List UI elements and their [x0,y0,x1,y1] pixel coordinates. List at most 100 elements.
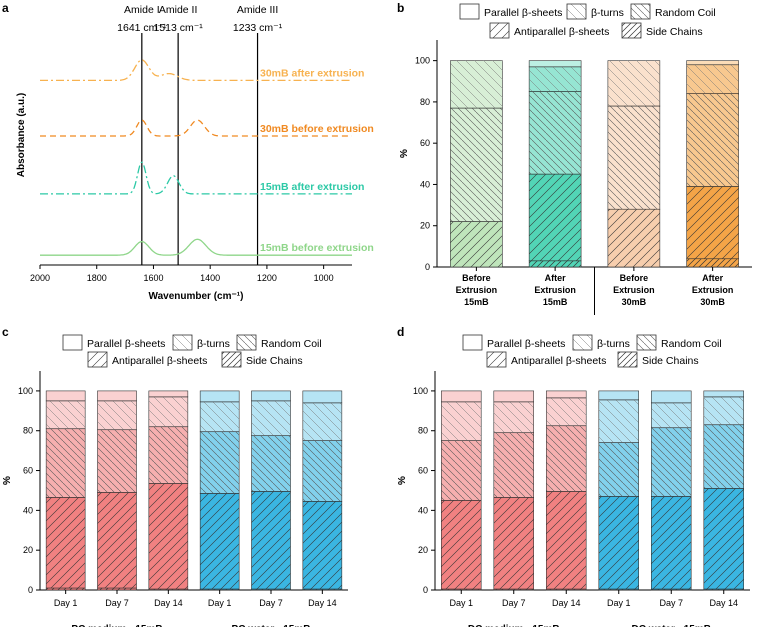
legend-label-antiparallel: Antiparallel β-sheets [112,355,207,367]
bar-hatch-beta-turns [46,400,86,429]
legend-label-turns: β-turns [591,7,624,19]
bar-hatch-side-chains [441,589,482,590]
legend-swatch-random [636,334,657,351]
y-tick-label: 80 [418,426,428,436]
y-tick-label: 40 [420,179,430,189]
x-category-label: Day 14 [308,598,337,608]
bar-hatch-beta-turns [97,400,137,430]
legend-label-random: Random Coil [261,338,322,350]
bar-segment-parallel [703,390,744,398]
amide-name: Amide II [159,4,198,16]
y-tick-label: 0 [423,585,428,595]
amide-wavenumber: 1233 cm⁻¹ [233,22,283,34]
panel-b-stacked-bars: Parallel β-sheets β-turns Random Coil An… [399,3,752,315]
bar-hatch-side-chains [703,589,744,590]
legend-label-random: Random Coil [661,338,722,350]
y-tick-label: 60 [23,466,33,476]
legend-swatch-side [221,351,242,368]
bar-segment-parallel [199,390,240,403]
panel-label-a: a [2,1,9,15]
bar-hatch-random-coil [200,431,240,494]
bar-segment-parallel [440,390,482,403]
legend-label-parallel: Parallel β-sheets [87,338,165,350]
legend-label-turns: β-turns [197,338,230,350]
x-category-label: After [545,273,566,283]
x-category-label: Before [620,273,649,283]
x-category-label: 30mB [700,297,725,307]
bar-hatch-antiparallel [251,491,291,590]
legend-swatch-side [621,22,642,39]
x-axis-label: Wavenumber (cm⁻¹) [149,291,244,302]
legend-swatch-random [236,334,257,351]
legend-swatch-random [630,3,651,20]
legend-label-parallel: Parallel β-sheets [487,338,565,350]
x-category-label: 15mB [543,297,568,307]
spectrum-trace [40,59,352,82]
bar-hatch-side-chains [148,589,188,590]
spectra-labels: 30mB after extrusion 30mB before extrusio… [260,67,374,254]
legend-swatch-turns [172,334,193,351]
y-tick-label: 80 [420,97,430,107]
bar-segment-parallel [545,390,587,399]
bar-hatch-random-coil [441,440,482,501]
panel-label-d: d [397,325,404,339]
legend-swatch-antiparallel [486,351,507,368]
bar-hatch-random-coil [97,429,137,493]
legend-swatch-parallel [459,3,480,20]
bar-hatch-antiparallel [450,221,503,267]
bar-hatch-beta-turns [651,402,692,428]
panel-label-c: c [2,325,9,339]
legend-swatch-antiparallel [87,351,108,368]
y-tick-label: 100 [18,386,33,396]
x-axis-ticks: 2000 1800 1600 1400 1200 1000 [30,265,334,283]
y-tick-label: 20 [23,545,33,555]
bar-hatch-side-chains [302,589,342,590]
bar-segment-parallel [302,390,343,404]
legend-label-antiparallel: Antiparallel β-sheets [511,355,606,367]
y-tick-label: 60 [418,466,428,476]
spectra-traces [40,59,352,256]
bar-hatch-antiparallel [200,493,240,590]
bar-hatch-antiparallel [529,174,582,261]
amide-name: Amide III [237,4,278,16]
x-category-label: Day 1 [449,598,473,608]
x-category-label: Extrusion [534,285,576,295]
bar-hatch-beta-turns [302,402,342,441]
legend-label-side: Side Chains [646,26,703,38]
x-category-label: Day 7 [259,598,283,608]
bar-hatch-beta-turns [441,401,482,441]
bar-hatch-beta-turns [200,401,240,432]
bar-hatch-side-chains [598,589,639,590]
legend-swatch-turns [572,334,593,351]
x-category-label: Extrusion [456,285,498,295]
y-tick-label: 80 [23,426,33,436]
group-label: PC water - 15mB [232,624,311,627]
bar-hatch-antiparallel [441,500,482,590]
legend-swatch-antiparallel [489,22,510,39]
bar-hatch-side-chains [251,589,291,590]
y-tick-label: 40 [418,505,428,515]
amide-lines [141,33,259,265]
x-category-label: 15mB [464,297,489,307]
bar-segment-parallel [650,390,692,404]
bar-hatch-random-coil [598,442,639,497]
amide-wavenumber: 1641 cm⁻¹ [117,22,167,34]
bar-hatch-beta-turns [251,400,291,436]
bar-hatch-beta-turns [607,60,660,107]
legend-swatch-side [617,351,638,368]
spectrum-label: 30mB before extrusion [260,123,374,135]
bar-segment-parallel [493,390,534,403]
x-category-label: Day 14 [154,598,183,608]
bar-hatch-random-coil [703,424,744,489]
bar-hatch-beta-turns [703,396,744,425]
bar-hatch-random-coil [607,106,660,210]
y-axis-label: % [397,476,408,485]
legend-swatch-turns [566,3,587,20]
x-category-label: 30mB [622,297,647,307]
bar-hatch-antiparallel [46,497,86,589]
bar-hatch-random-coil [251,435,291,492]
bar-hatch-side-chains [97,588,137,590]
x-category-label: Extrusion [613,285,655,295]
spectrum-label: 15mB before extrusion [260,242,374,254]
